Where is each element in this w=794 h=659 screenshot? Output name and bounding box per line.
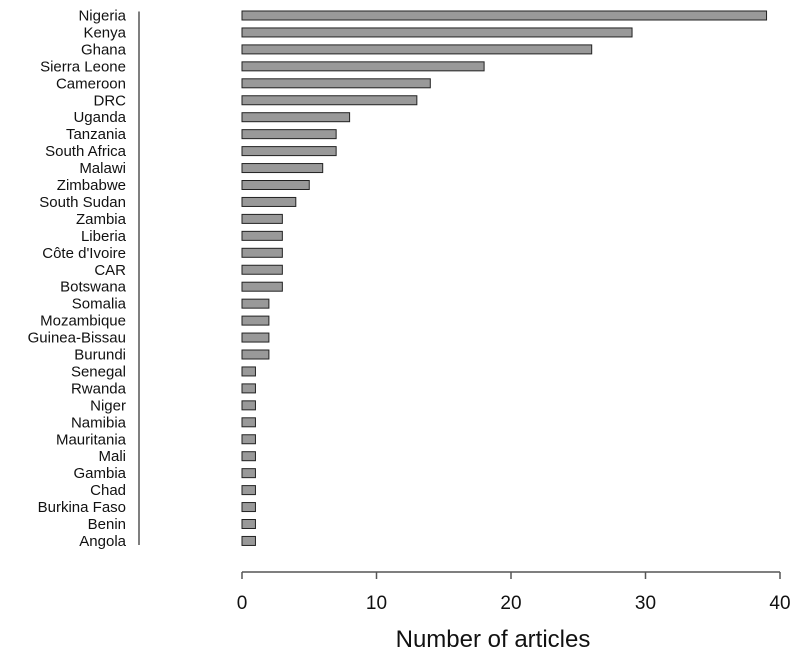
bar-ghana <box>241 44 593 55</box>
bar-c-te-d-ivoire <box>241 247 283 258</box>
category-label-somalia: Somalia <box>72 296 127 313</box>
bar-chad <box>241 485 256 496</box>
category-label-niger: Niger <box>90 397 126 414</box>
category-label-malawi: Malawi <box>79 160 126 177</box>
category-label-cameroon: Cameroon <box>56 75 126 92</box>
x-axis-title: Number of articles <box>396 626 591 653</box>
bar-mauritania <box>241 434 256 445</box>
category-label-mauritania: Mauritania <box>56 431 127 448</box>
bar-sierra-leone <box>241 61 485 72</box>
bar-mali <box>241 451 256 462</box>
bar-burundi <box>241 349 270 360</box>
x-tick-label-30: 30 <box>635 593 656 614</box>
bar-burkina-faso <box>241 502 256 513</box>
category-label-mali: Mali <box>98 448 126 465</box>
category-label-uganda: Uganda <box>73 109 126 126</box>
bar-angola <box>241 535 256 546</box>
category-label-zimbabwe: Zimbabwe <box>57 177 126 194</box>
category-label-tanzania: Tanzania <box>66 126 127 143</box>
x-ticks: 0 10 20 30 40 <box>237 572 791 614</box>
category-label-rwanda: Rwanda <box>71 380 127 397</box>
bars <box>241 10 768 546</box>
category-label-ghana: Ghana <box>81 41 127 58</box>
x-tick-label-10: 10 <box>366 593 387 614</box>
bar-south-africa <box>241 146 337 157</box>
bar-somalia <box>241 298 270 309</box>
bar-zimbabwe <box>241 180 310 190</box>
category-label-south-sudan: South Sudan <box>39 194 126 211</box>
category-label-liberia: Liberia <box>81 228 127 245</box>
category-label-c-te-d-ivoire: Côte d'Ivoire <box>42 245 126 262</box>
bar-zambia <box>241 213 283 224</box>
category-label-chad: Chad <box>90 482 126 499</box>
bar-gambia <box>241 468 256 479</box>
bar-benin <box>241 519 256 529</box>
category-label-sierra-leone: Sierra Leone <box>40 58 126 75</box>
bar-niger <box>241 400 256 411</box>
category-label-drc: DRC <box>94 92 127 109</box>
category-label-mozambique: Mozambique <box>40 313 126 330</box>
category-label-angola: Angola <box>79 533 126 550</box>
category-label-car: CAR <box>94 262 126 279</box>
category-label-burkina-faso: Burkina Faso <box>38 499 126 516</box>
category-label-gambia: Gambia <box>73 465 126 482</box>
category-label-south-africa: South Africa <box>45 143 127 160</box>
category-label-nigeria: Nigeria <box>78 8 126 25</box>
bar-senegal <box>241 366 256 377</box>
bar-malawi <box>241 163 324 174</box>
category-label-guinea-bissau: Guinea-Bissau <box>28 330 126 347</box>
category-label-zambia: Zambia <box>76 211 127 228</box>
category-label-burundi: Burundi <box>74 347 126 364</box>
x-tick-label-0: 0 <box>237 593 248 614</box>
bar-nigeria <box>241 10 768 21</box>
bar-namibia <box>241 417 256 428</box>
category-label-kenya: Kenya <box>83 24 126 41</box>
bar-tanzania <box>241 129 337 140</box>
bar-drc <box>241 95 418 106</box>
bar-kenya <box>241 27 633 38</box>
bar-rwanda <box>241 383 256 394</box>
bar-cameroon <box>241 78 431 89</box>
bar-car <box>241 264 283 275</box>
bar-liberia <box>241 230 283 241</box>
bar-south-sudan <box>241 196 297 207</box>
category-label-botswana: Botswana <box>60 279 127 296</box>
x-tick-label-40: 40 <box>769 593 790 614</box>
bar-uganda <box>241 112 351 123</box>
bar-mozambique <box>241 315 270 326</box>
bar-guinea-bissau <box>241 332 270 343</box>
bar-botswana <box>241 281 283 292</box>
category-label-benin: Benin <box>88 516 126 533</box>
category-label-namibia: Namibia <box>71 414 127 431</box>
x-tick-label-20: 20 <box>500 593 521 614</box>
category-label-senegal: Senegal <box>71 363 126 380</box>
